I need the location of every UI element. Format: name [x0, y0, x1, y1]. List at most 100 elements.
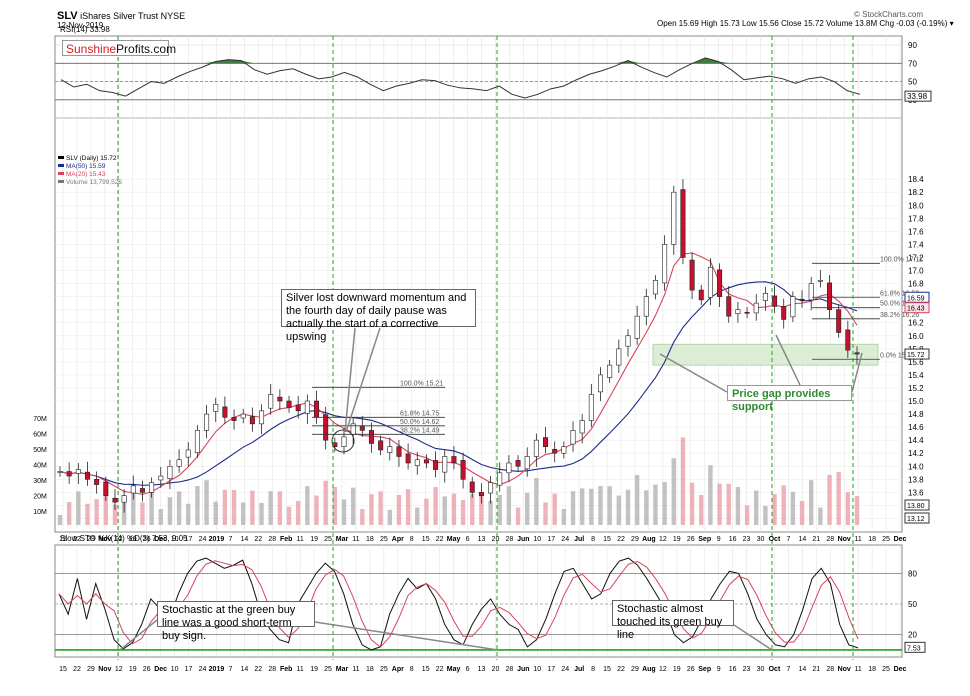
candle-body — [84, 471, 90, 480]
candle-body — [753, 302, 759, 314]
candle — [295, 395, 301, 419]
x-axis-label: 22 — [73, 536, 81, 543]
volume-bar — [754, 490, 759, 525]
fib-label: 50.0% 16.43 — [880, 301, 919, 308]
candle — [259, 404, 265, 435]
x-axis-label-bottom: 7 — [786, 666, 790, 673]
x-axis-label-bottom: 25 — [324, 666, 332, 673]
candle — [139, 480, 145, 502]
x-axis-label: 20 — [492, 536, 500, 543]
legend-swatch — [58, 172, 64, 175]
legend-entry: MA(20) 15.43 — [66, 171, 106, 178]
candle — [277, 389, 283, 411]
gap-arrow-1 — [659, 353, 728, 393]
volume-bar — [213, 501, 218, 525]
volume-tick-label: 70M — [33, 416, 47, 423]
candle-body — [222, 406, 228, 418]
x-axis-label: Dec — [894, 536, 907, 543]
x-axis-label: 15 — [59, 536, 67, 543]
x-axis-label-bottom: 20 — [492, 666, 500, 673]
volume-bar — [607, 486, 612, 525]
volume-badge-value: 13.80 — [907, 503, 925, 510]
candle-body — [561, 446, 567, 454]
momentum-arrow-2 — [345, 327, 381, 433]
candle-body — [524, 456, 530, 470]
x-axis-label-bottom: 10 — [533, 666, 541, 673]
gap-arrow-3 — [851, 352, 863, 393]
gap-arrow-2 — [775, 334, 801, 386]
ma50-line — [59, 281, 858, 486]
candle — [753, 294, 759, 321]
candle — [552, 441, 558, 463]
volume-bar — [616, 495, 622, 525]
x-axis-label-bottom: Nov — [838, 666, 851, 673]
price-tick-label: 13.8 — [908, 475, 924, 484]
volume-bar — [689, 482, 695, 525]
candle-body — [442, 456, 448, 473]
volume-bar — [836, 472, 841, 525]
candle — [469, 476, 475, 498]
volume-bar — [259, 503, 264, 525]
x-axis-label-bottom: 11 — [352, 666, 359, 673]
candle — [222, 396, 228, 424]
candle-body — [836, 309, 842, 333]
candle-body — [423, 459, 429, 464]
volume-bar — [772, 494, 777, 525]
price-tick-label: 15.0 — [908, 397, 924, 406]
candle — [652, 275, 658, 300]
x-axis-label-bottom: 17 — [185, 666, 193, 673]
x-axis-label: Aug — [642, 536, 656, 543]
x-axis-label: 14 — [240, 536, 248, 543]
candle — [543, 427, 549, 454]
candle — [478, 483, 484, 504]
candle-body — [698, 289, 704, 301]
candle — [772, 285, 778, 313]
x-axis-label: 26 — [687, 536, 695, 543]
candle-body — [314, 400, 320, 418]
candle — [735, 301, 741, 323]
candle — [368, 422, 374, 453]
candle-body — [689, 259, 695, 291]
x-axis-label: May — [447, 536, 461, 543]
candle-body — [506, 462, 512, 474]
candle-body — [707, 266, 713, 298]
volume-bar — [332, 487, 338, 525]
candle — [66, 462, 72, 484]
volume-bar — [112, 504, 118, 525]
candle — [460, 452, 466, 489]
x-axis-label-bottom: 17 — [547, 666, 555, 673]
candle-body — [94, 479, 100, 485]
volume-bar — [479, 494, 484, 525]
x-axis-label-bottom: 26 — [143, 666, 151, 673]
candle-body — [497, 472, 503, 486]
candle — [378, 435, 384, 456]
fib-label: 100.0% 15.21 — [400, 380, 443, 387]
candle — [121, 489, 127, 513]
volume-bar — [451, 493, 457, 525]
candle-body — [121, 495, 127, 503]
volume-bar — [442, 496, 447, 525]
x-axis-label: 22 — [617, 536, 625, 543]
candle-body — [726, 296, 732, 317]
rsi-line — [60, 57, 861, 99]
volume-bar — [415, 507, 420, 525]
x-axis-label: 18 — [366, 536, 374, 543]
volume-bar — [167, 497, 173, 525]
x-axis-label-bottom: 23 — [743, 666, 751, 673]
volume-bar — [644, 490, 649, 525]
volume-bar — [497, 495, 502, 525]
candle — [405, 443, 411, 470]
candle-body — [735, 309, 741, 314]
x-axis-label: Mar — [336, 536, 349, 543]
stoch-k-line — [58, 557, 859, 651]
volume-bar — [286, 506, 292, 525]
volume-bar — [506, 486, 512, 525]
price-badge-value: 16.59 — [907, 295, 925, 302]
x-axis-label-bottom: 12 — [659, 666, 667, 673]
candle-body — [790, 296, 796, 318]
fib-label: 38.2% 14.49 — [400, 427, 439, 434]
price-tick-label: 17.4 — [908, 240, 924, 249]
candle-body — [295, 404, 301, 412]
rsi-last-badge — [904, 90, 932, 102]
volume-bar — [405, 489, 411, 525]
